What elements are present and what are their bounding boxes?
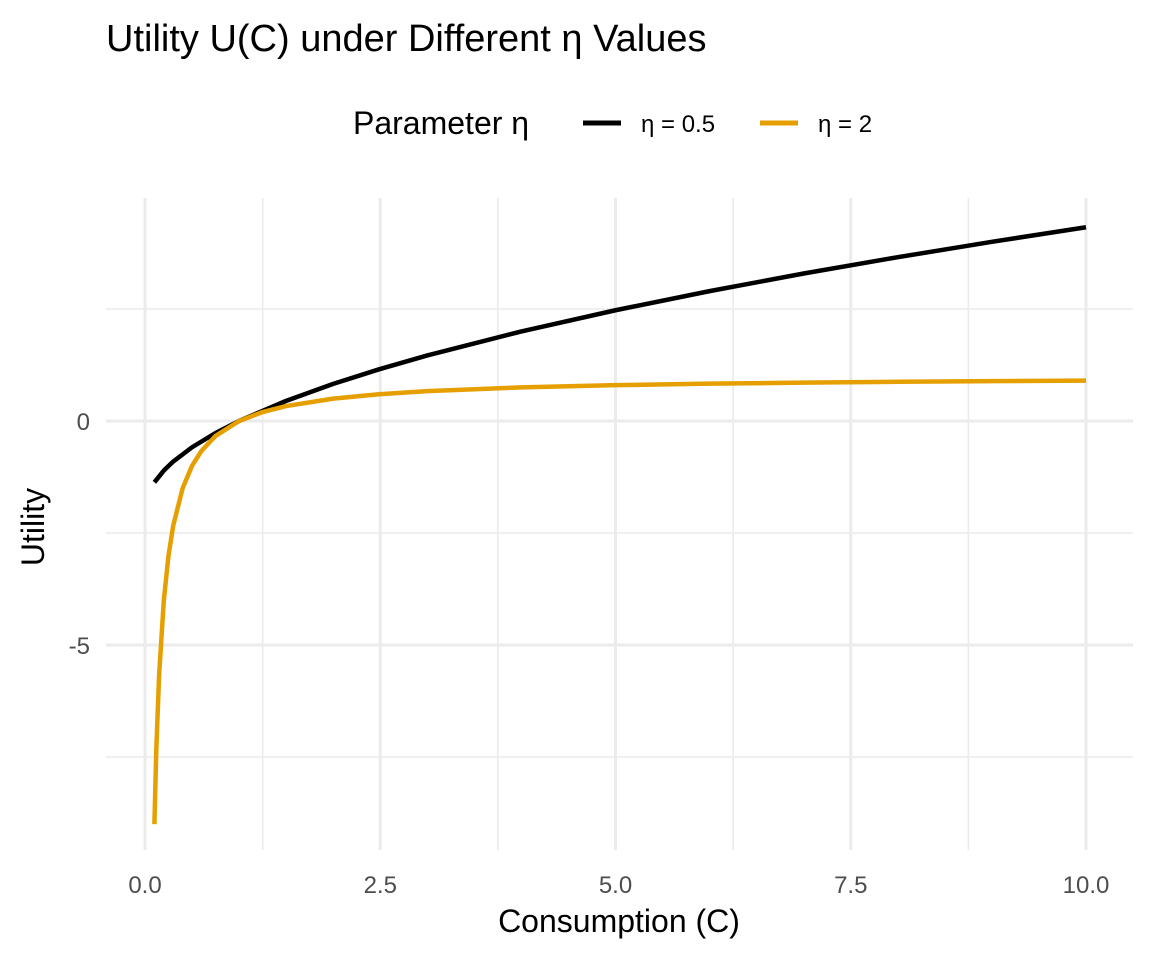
y-axis-title: Utility [15,488,51,566]
x-tick-label: 5.0 [599,872,632,899]
legend-title: Parameter η [353,105,529,141]
series-line-eta-0-5 [152,225,1087,484]
x-tick-label: 7.5 [834,872,867,899]
y-tick-label: 0 [77,409,90,436]
grid [106,198,1133,850]
legend-label-eta-0-5: η = 0.5 [641,111,715,138]
x-tick-label: 0.0 [128,872,161,899]
legend: Parameter η η = 0.5 η = 2 [353,105,872,141]
chart-title: Utility U(C) under Different η Values [106,18,707,60]
x-axis-title: Consumption (C) [498,903,740,939]
tick-labels: 0.0 2.5 5.0 7.5 10.0 -5 0 [69,409,1110,899]
series-line-eta-2 [152,378,1087,825]
x-tick-label: 2.5 [364,872,397,899]
legend-label-eta-2: η = 2 [818,111,872,138]
x-tick-label: 10.0 [1063,872,1110,899]
y-tick-label: -5 [69,633,90,660]
series-lines [152,225,1087,825]
